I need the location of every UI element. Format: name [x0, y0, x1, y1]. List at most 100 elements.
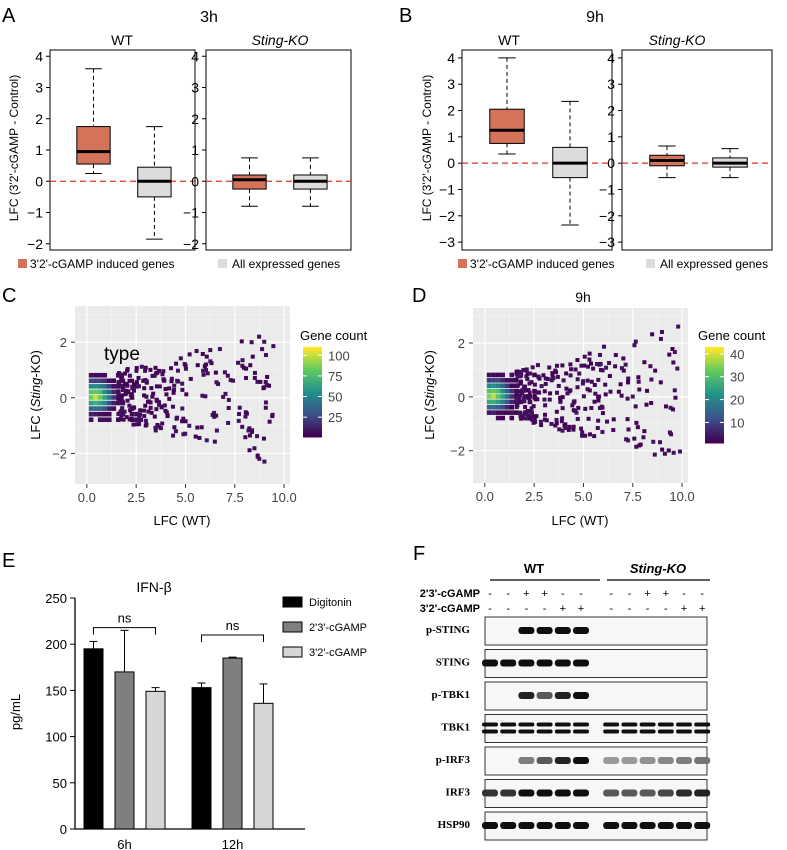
panel-c-colorbar-step [303, 392, 322, 395]
panel-a-wt-ytick-label: 3 [35, 80, 43, 96]
panel-c-colorbar-label: 75 [328, 369, 342, 384]
panel-c-bin [97, 378, 103, 384]
panel-d-bin [557, 427, 562, 432]
panel-d-bin [524, 416, 529, 421]
panel-f-band [518, 692, 535, 699]
panel-f-treatment-mark: + [644, 588, 650, 600]
panel-d-bin [486, 394, 492, 399]
panel-c-colorbar-step [303, 367, 322, 370]
panel-d-bin [504, 388, 510, 394]
panel-c-bin [130, 378, 135, 383]
panel-d-bin [667, 352, 672, 357]
panel-c-ytick-label: 2 [60, 335, 67, 350]
panel-f-treatments: 2'3'-cGAMP - - + + - - - - + + - -3'2'-cGAMP - - - - + + - -… [420, 588, 706, 615]
panel-d-bin [592, 434, 597, 439]
panel-f-band [621, 789, 638, 797]
panel-c-bin [116, 400, 121, 406]
panel-d-bin [644, 402, 649, 407]
panel-d-colorbar-step [705, 380, 724, 384]
panel-d-bin [486, 404, 492, 410]
panel-f-blots: p-STING STING p-TBK1 TBK1 p-IRF3 IRF3 HSP90 [426, 616, 711, 841]
panel-d-bin [563, 422, 568, 427]
panel-d-bin [580, 433, 585, 438]
panel-d-bin [600, 411, 605, 416]
panel-d-bin [515, 383, 520, 388]
panel-d-bin [529, 380, 534, 385]
panel-c-bin [158, 426, 163, 431]
panel-e-bar [253, 702, 274, 830]
panel-d-bin [603, 392, 608, 397]
panel-c-bin [122, 409, 127, 414]
panel-d-bin [544, 418, 549, 423]
panel-d-bin [518, 393, 523, 398]
panel-c-xtick-label: 5.0 [176, 490, 194, 505]
panel-b-wt-boxes: 4 3 2 1 0 −1 −2 −3 [439, 50, 612, 250]
panel-c-bin [174, 361, 179, 366]
panel-c-colorbar-step [303, 347, 322, 350]
panel-c-bin [164, 392, 169, 397]
panel-d-bin [504, 378, 510, 383]
panel-c-bin [120, 399, 125, 404]
panel-c-bin [106, 411, 112, 417]
panel-c-bin [111, 389, 117, 395]
panel-c-bin [122, 381, 127, 386]
panel-f-band [554, 659, 571, 667]
panel-c-bin [262, 339, 267, 344]
panel-d-bin [626, 376, 631, 381]
panel-a-legend-all: All expressed genes [232, 257, 340, 271]
panel-b-wt-frame [461, 49, 613, 251]
panel-d-bin [585, 378, 590, 383]
panel-f-treatment-label: 2'3'-cGAMP [420, 588, 480, 600]
panel-c-bin [131, 422, 136, 427]
panel-d-bin [527, 416, 532, 421]
panel-f-band [621, 757, 638, 764]
panel-d-bin [563, 425, 568, 430]
panel-c-bin [102, 406, 108, 411]
panel-d-colorbar-step [705, 435, 724, 439]
panel-c-colorbar-step [303, 353, 322, 357]
panel-d-colorbar-step [705, 378, 724, 382]
panel-d-bin [504, 383, 510, 389]
panel-d-bin [582, 363, 587, 368]
panel-d-bin [668, 405, 673, 410]
panel-f-treatment-mark: - [700, 588, 704, 600]
panel-c-bin [102, 389, 108, 395]
panel-c-bin [149, 410, 154, 415]
panel-d: D 9h 0.0 2.5 5.0 7.5 10.020−2 LFC (WT) LFC (… [412, 285, 766, 528]
panel-d-bin [495, 372, 501, 378]
panel-a-wt-ytick-label: 0 [35, 173, 43, 189]
panel-c-bin [125, 367, 130, 372]
panel-f-band [676, 757, 692, 764]
panel-e: E IFN-β pg/mL 250 200 150 100 50 0 6h ns 12h ns D… [2, 550, 367, 850]
panel-d-bin [522, 411, 527, 416]
panel-d-bin [621, 356, 626, 361]
panel-e-legend-label: 3'2'-cGAMP [309, 647, 367, 659]
panel-d-bin [514, 392, 519, 397]
panel-b-wt-box [489, 108, 525, 144]
panel-c-bin [171, 390, 176, 395]
panel-d-bin [524, 368, 529, 373]
panel-d-bin [607, 373, 612, 378]
panel-d-bin [495, 415, 501, 421]
panel-c-bin [204, 438, 209, 443]
panel-a-wt-ytick-label: −1 [27, 205, 43, 221]
panel-e-bar [191, 687, 212, 830]
panel-c-bin [134, 417, 139, 423]
panel-d-bin [518, 410, 523, 415]
panel-c-bin [135, 422, 140, 427]
panel-d-bin [500, 410, 506, 415]
panel-a-wt-frame [49, 49, 196, 251]
panel-d-bin [486, 383, 492, 389]
panel-c-bin [132, 382, 137, 387]
panel-b-legend-all: All expressed genes [660, 257, 768, 271]
panel-c-bin [143, 365, 148, 370]
panel-f-treatment-mark: - [628, 588, 632, 600]
panel-d-bin [517, 396, 522, 401]
panel-f-group-wt: WT [524, 561, 544, 576]
panel-d-bin [491, 378, 496, 383]
panel-f-band [482, 659, 498, 667]
panel-c-bin [263, 400, 268, 405]
panel-c-bin [221, 394, 226, 399]
panel-c-bin [97, 395, 103, 400]
panel-d-bin [500, 388, 506, 394]
